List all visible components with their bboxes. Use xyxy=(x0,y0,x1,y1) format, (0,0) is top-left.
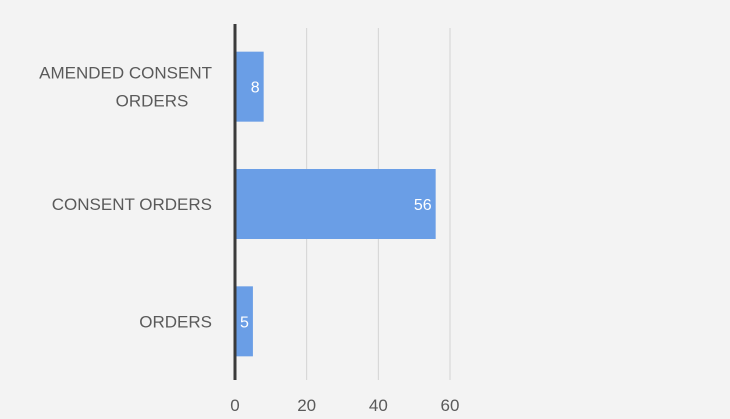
category-label: CONSENT ORDERS xyxy=(52,195,212,214)
bar xyxy=(235,169,436,239)
x-tick-label: 20 xyxy=(297,396,316,415)
bars: 8 56 5 xyxy=(235,51,436,357)
category-label: ORDERS xyxy=(139,312,212,331)
bar xyxy=(235,51,264,122)
category-labels: AMENDED CONSENT ORDERS CONSENT ORDERS ORDER… xyxy=(39,64,212,332)
x-tick-labels: 0 20 40 60 xyxy=(230,396,459,415)
data-label: 8 xyxy=(251,80,260,97)
bar xyxy=(235,286,253,357)
data-label: 5 xyxy=(240,314,249,331)
x-tick-label: 0 xyxy=(230,396,239,415)
x-tick-label: 60 xyxy=(441,396,460,415)
data-label: 56 xyxy=(414,197,432,214)
x-tick-label: 40 xyxy=(369,396,388,415)
category-label: AMENDED CONSENT ORDERS xyxy=(39,64,212,111)
